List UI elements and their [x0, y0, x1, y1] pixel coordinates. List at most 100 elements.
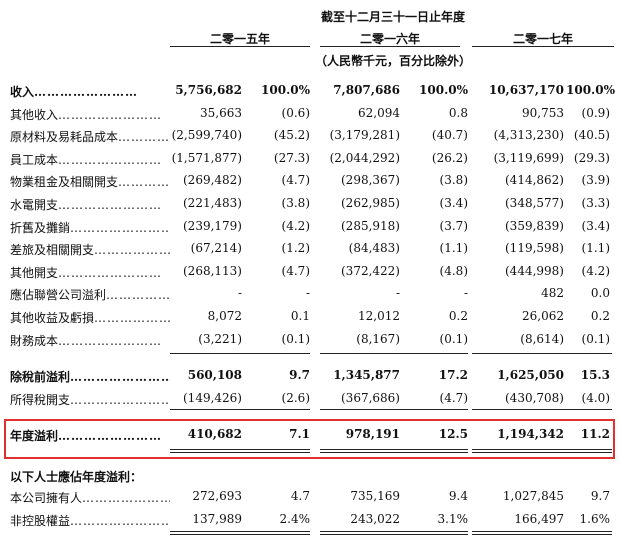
- cell-value: (84,483): [348, 241, 400, 256]
- cell-value: (119,598): [505, 241, 564, 256]
- year-header-2017: 二零一七年: [472, 30, 614, 47]
- leader-dots: ……………………: [70, 513, 170, 528]
- table-row: 差旅及相關開支…………………… (67,214) (1.2) (84,483) (1.1…: [0, 238, 620, 261]
- cell-value: (3,179,281): [329, 128, 400, 143]
- period-header: 截至十二月三十一日止年度: [320, 10, 465, 24]
- cell-value: (1,571,877): [171, 150, 242, 165]
- cell-value: 35,663: [200, 105, 242, 120]
- statement-table: 收入…………………… 5,756,682 100.0% 7,807,686 100.0%…: [0, 80, 620, 461]
- leader-dots: ……………………: [106, 288, 170, 303]
- cell-value: (4.0): [581, 390, 610, 405]
- cell-value: (4.2): [281, 218, 310, 233]
- cell-value: (67,214): [190, 241, 242, 256]
- row-label-text: 年度溢利: [10, 429, 59, 444]
- leader-dots: ……………………: [58, 333, 163, 348]
- cell-value: 410,682: [187, 427, 242, 442]
- cell-value: (26.2): [431, 150, 468, 165]
- row-label-text: 原材料及易耗品成本: [10, 130, 119, 145]
- cell-value: (3,119,699): [493, 150, 564, 165]
- cell-value: 735,169: [350, 489, 400, 503]
- cell-value: (2,044,292): [329, 150, 400, 165]
- cell-value: (372,422): [341, 263, 400, 278]
- year-header-2016: 二零一六年: [320, 30, 460, 47]
- cell-value: 7.1: [289, 427, 310, 442]
- cell-value: 100.0%: [419, 83, 468, 97]
- cell-value: (3.8): [281, 195, 310, 210]
- row-label-text: 本公司擁有人: [10, 491, 83, 505]
- cell-value: 12.5: [438, 427, 468, 442]
- table-row: 其他收益及虧損…………………… 8,072 0.1 12,012 0.2 26,062 0.…: [0, 306, 620, 329]
- row-label-text: 員工成本: [10, 152, 59, 167]
- cell-value: 7,807,686: [333, 83, 400, 97]
- cell-value: (3.7): [439, 218, 468, 233]
- cell-value: (40.7): [431, 128, 468, 143]
- rule: [472, 409, 612, 410]
- row-label: 折舊及攤銷……………………: [10, 219, 170, 236]
- cell-value: (27.3): [273, 150, 310, 165]
- rule: [320, 409, 468, 410]
- table-row: 水電開支…………………… (221,483) (3.8) (262,985) (3.4)…: [0, 193, 620, 216]
- table-row: 所得稅開支…………………… (149,426) (2.6) (367,686) (4.7…: [0, 388, 620, 411]
- cell-value: (414,862): [505, 173, 564, 188]
- cell-value: 0.1: [290, 308, 310, 323]
- leader-dots: ……………………: [70, 220, 170, 235]
- row-label-text: 折舊及攤銷: [10, 220, 71, 235]
- row-label: 差旅及相關開支……………………: [10, 241, 170, 258]
- cell-value: 9.4: [448, 489, 468, 503]
- table-row: 折舊及攤銷…………………… (239,179) (4.2) (285,918) (3.7…: [0, 216, 620, 239]
- row-label-text: 所得稅開支: [10, 392, 71, 407]
- row-label: 原材料及易耗品成本……………………: [10, 128, 170, 145]
- cell-value: (0.1): [439, 331, 468, 346]
- cell-value: 137,989: [192, 511, 242, 526]
- cell-value: 12,012: [358, 308, 400, 323]
- table-row: 物業租金及相關開支…………………… (269,482) (4.7) (298,367)…: [0, 170, 620, 193]
- cell-value: 2.4%: [279, 511, 311, 526]
- table-row: 其他收入…………………… 35,663 (0.6) 62,094 0.8 90,753 (0…: [0, 103, 620, 126]
- cell-value: (0.1): [581, 331, 610, 346]
- cell-value: (3.8): [439, 173, 468, 188]
- cell-value: (29.3): [573, 150, 610, 165]
- rule: [472, 353, 612, 354]
- leader-dots: ……………………: [70, 392, 170, 407]
- cell-value: -: [305, 286, 310, 301]
- cell-value: (3.9): [581, 173, 610, 188]
- rule: [320, 353, 468, 354]
- row-label: 本公司擁有人……………………: [10, 489, 170, 506]
- double-rule: [320, 531, 468, 535]
- cell-value: (3.4): [439, 195, 468, 210]
- cell-value: (4.2): [581, 263, 610, 278]
- cell-value: (149,426): [183, 390, 242, 405]
- row-label: 水電開支……………………: [10, 196, 170, 213]
- leader-dots: ……………………: [82, 491, 170, 505]
- leader-dots: ……………………: [58, 107, 163, 122]
- year-header-2015: 二零一五年: [170, 30, 310, 47]
- cell-value: 90,753: [522, 105, 564, 120]
- cell-value: 17.2: [438, 368, 468, 383]
- row-label-text: 差旅及相關開支: [10, 243, 95, 258]
- cell-value: 1,194,342: [497, 427, 564, 442]
- cell-value: (1.1): [439, 241, 468, 256]
- row-label-text: 非控股權益: [10, 513, 71, 528]
- cell-value: (0.6): [281, 105, 310, 120]
- cell-value: (359,839): [505, 218, 564, 233]
- table-row: 員工成本…………………… (1,571,877) (27.3) (2,044,292)…: [0, 148, 620, 171]
- row-label: 員工成本……………………: [10, 151, 170, 168]
- cell-value: 5,756,682: [175, 83, 242, 97]
- row-label-text: 其他收入: [10, 107, 59, 122]
- row-label: 其他收益及虧損……………………: [10, 309, 170, 326]
- leader-dots: ……………………: [70, 370, 170, 385]
- table-row: 財務成本…………………… (3,221) (0.1) (8,167) (0.1) (8,6…: [0, 329, 620, 352]
- row-label: 除稅前溢利……………………: [10, 368, 170, 385]
- leader-dots: ……………………: [58, 265, 163, 280]
- cell-value: (45.2): [273, 128, 310, 143]
- cell-value: 100.0%: [261, 83, 310, 97]
- row-label-text: 除稅前溢利: [10, 370, 71, 385]
- cell-value: (3,221): [198, 331, 242, 346]
- cell-value: (4.7): [439, 390, 468, 405]
- cell-value: 4.7: [290, 489, 310, 503]
- row-label: 收入……………………: [10, 83, 170, 100]
- cell-value: -: [395, 286, 400, 301]
- cell-value: 9.7: [590, 489, 610, 503]
- unit-note: （人民幣千元，百分比除外）: [314, 54, 471, 68]
